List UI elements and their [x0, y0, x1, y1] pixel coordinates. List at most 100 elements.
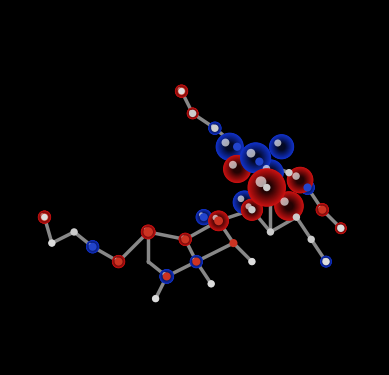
- Circle shape: [177, 87, 186, 95]
- Circle shape: [225, 157, 249, 181]
- Circle shape: [90, 244, 95, 249]
- Circle shape: [175, 85, 188, 98]
- Circle shape: [145, 228, 152, 236]
- Circle shape: [321, 257, 331, 267]
- Circle shape: [194, 260, 198, 263]
- Circle shape: [193, 259, 199, 265]
- Circle shape: [229, 161, 237, 169]
- Circle shape: [305, 185, 310, 190]
- Circle shape: [294, 174, 306, 186]
- Circle shape: [39, 212, 49, 222]
- Circle shape: [214, 216, 223, 225]
- Circle shape: [262, 164, 279, 181]
- Circle shape: [259, 180, 274, 195]
- Circle shape: [176, 86, 187, 97]
- Circle shape: [145, 229, 151, 235]
- Circle shape: [301, 181, 314, 194]
- Circle shape: [319, 207, 325, 213]
- Circle shape: [197, 210, 210, 224]
- Circle shape: [245, 203, 252, 210]
- Circle shape: [261, 181, 273, 194]
- Circle shape: [40, 213, 49, 221]
- Circle shape: [41, 214, 48, 220]
- Circle shape: [200, 213, 207, 221]
- Circle shape: [48, 239, 56, 247]
- Circle shape: [116, 259, 121, 264]
- Circle shape: [87, 241, 98, 252]
- Circle shape: [180, 234, 191, 245]
- Circle shape: [191, 256, 202, 267]
- Circle shape: [230, 162, 244, 176]
- Circle shape: [177, 87, 186, 95]
- Circle shape: [41, 213, 48, 221]
- Circle shape: [210, 123, 220, 133]
- Circle shape: [300, 180, 315, 195]
- Circle shape: [247, 149, 265, 167]
- Circle shape: [209, 211, 228, 231]
- Circle shape: [209, 123, 221, 134]
- Circle shape: [339, 226, 342, 230]
- Circle shape: [86, 240, 99, 253]
- Circle shape: [89, 243, 96, 250]
- Circle shape: [143, 227, 153, 237]
- Circle shape: [144, 228, 152, 236]
- Circle shape: [112, 255, 125, 268]
- Circle shape: [248, 206, 256, 213]
- Circle shape: [162, 272, 172, 281]
- Circle shape: [114, 257, 123, 266]
- Circle shape: [321, 256, 331, 267]
- Circle shape: [242, 200, 262, 220]
- Circle shape: [112, 255, 125, 268]
- Circle shape: [164, 274, 169, 279]
- Circle shape: [303, 183, 307, 188]
- Circle shape: [248, 169, 286, 206]
- Circle shape: [163, 273, 170, 280]
- Circle shape: [252, 173, 281, 202]
- Circle shape: [236, 194, 253, 211]
- Circle shape: [183, 237, 187, 241]
- Circle shape: [242, 200, 262, 220]
- Circle shape: [244, 147, 267, 169]
- Circle shape: [218, 135, 241, 158]
- Circle shape: [233, 191, 256, 213]
- Circle shape: [114, 257, 123, 266]
- Circle shape: [335, 223, 346, 234]
- Circle shape: [116, 258, 122, 265]
- Circle shape: [221, 138, 238, 155]
- Circle shape: [318, 206, 326, 214]
- Circle shape: [249, 258, 255, 265]
- Circle shape: [228, 160, 246, 178]
- Circle shape: [199, 213, 208, 222]
- Circle shape: [291, 171, 309, 189]
- Circle shape: [318, 206, 326, 214]
- Circle shape: [191, 256, 202, 267]
- Circle shape: [293, 172, 308, 188]
- Circle shape: [251, 171, 283, 204]
- Circle shape: [317, 204, 328, 215]
- Circle shape: [247, 205, 256, 214]
- Circle shape: [252, 172, 282, 202]
- Circle shape: [294, 174, 307, 186]
- Circle shape: [276, 141, 287, 152]
- Circle shape: [191, 112, 194, 115]
- Circle shape: [187, 108, 198, 119]
- Circle shape: [263, 184, 270, 191]
- Circle shape: [178, 88, 185, 94]
- Circle shape: [288, 168, 312, 192]
- Circle shape: [89, 243, 97, 251]
- Circle shape: [321, 256, 332, 267]
- Circle shape: [116, 260, 121, 264]
- Circle shape: [272, 136, 292, 157]
- Circle shape: [246, 204, 258, 216]
- Circle shape: [161, 271, 172, 282]
- Circle shape: [216, 218, 221, 224]
- Circle shape: [179, 233, 192, 246]
- Circle shape: [269, 135, 294, 159]
- Circle shape: [88, 242, 98, 252]
- Circle shape: [217, 134, 243, 160]
- Circle shape: [251, 172, 282, 203]
- Circle shape: [241, 199, 248, 206]
- Circle shape: [182, 236, 189, 243]
- Circle shape: [277, 142, 286, 152]
- Circle shape: [213, 215, 224, 226]
